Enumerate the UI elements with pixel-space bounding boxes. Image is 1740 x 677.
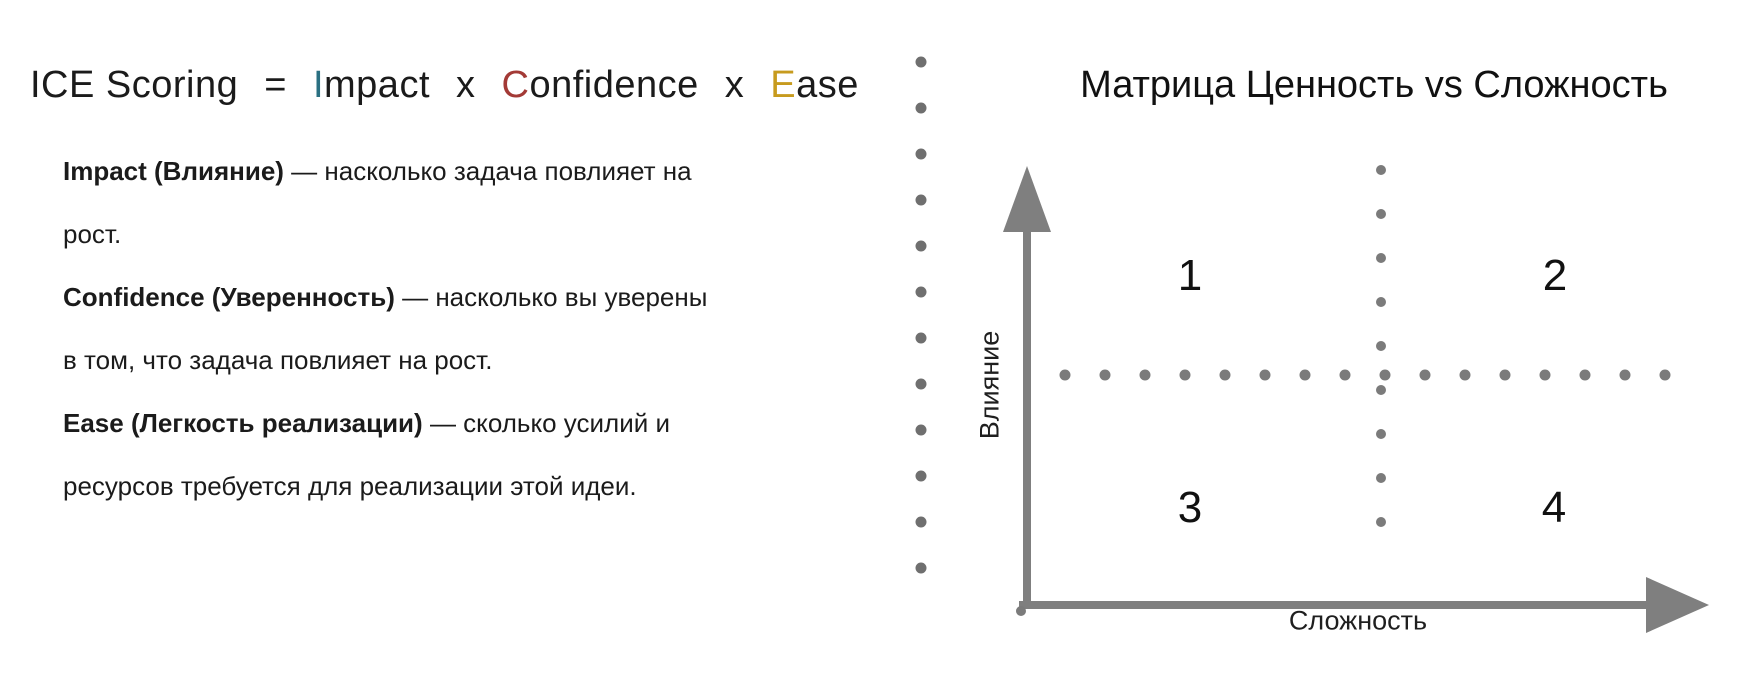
confidence-rest: onfidence [529, 64, 699, 106]
impact-dash: — [291, 156, 318, 186]
formula-impact: Impact [313, 64, 430, 107]
confidence-term: Confidence (Уверенность) [63, 282, 395, 312]
confidence-desc-line2: в том, что задача повлияет на рост. [63, 345, 493, 375]
impact-rest: mpact [324, 64, 430, 106]
confidence-dash: — [402, 282, 429, 312]
quadrant-3-label: 3 [1177, 483, 1203, 532]
ease-desc-line2: ресурсов требуется для реализации этой и… [63, 471, 637, 501]
ease-initial-letter: E [770, 64, 797, 106]
definition-impact-line1: Impact (Влияние) — насколько задача повл… [63, 140, 823, 203]
y-axis-arrowhead-icon [1003, 166, 1051, 232]
definition-ease-line1: Ease (Легкость реализации) — сколько уси… [63, 392, 823, 455]
impact-term: Impact (Влияние) [63, 156, 284, 186]
x-axis-line [1019, 601, 1649, 609]
formula-confidence: Confidence [502, 64, 699, 107]
y-axis-line [1023, 225, 1031, 609]
ease-desc-line1: сколько усилий и [463, 408, 670, 438]
ease-term: Ease (Легкость реализации) [63, 408, 423, 438]
x-axis-label: Сложность [1288, 605, 1428, 636]
ease-dash: — [429, 408, 456, 438]
definition-confidence-line2: в том, что задача повлияет на рост. [63, 329, 823, 392]
impact-initial-letter: I [312, 64, 325, 106]
origin-dot [1016, 606, 1026, 616]
definition-ease-line2: ресурсов требуется для реализации этой и… [63, 455, 823, 518]
impact-desc-line1: насколько задача повлияет на [324, 156, 692, 186]
formula-lhs: ICE Scoring [30, 64, 239, 106]
confidence-desc-line1: насколько вы уверены [435, 282, 708, 312]
impact-desc-line2: рост. [63, 219, 122, 249]
y-axis-label: Влияние [974, 330, 1005, 440]
formula-times-1: x [456, 64, 476, 106]
definitions-block: Impact (Влияние) — насколько задача повл… [63, 140, 823, 518]
ice-scoring-formula: ICE Scoring = Impact x Confidence x Ease [30, 64, 859, 107]
formula-ease: Ease [770, 64, 859, 107]
definition-impact-line2: рост. [63, 203, 823, 266]
quadrant-1-label: 1 [1177, 251, 1203, 300]
formula-times-2: x [724, 64, 745, 106]
confidence-initial-letter: C [501, 64, 530, 106]
quadrant-4-label: 4 [1541, 483, 1567, 532]
x-axis-arrowhead-icon [1646, 577, 1709, 633]
matrix-title: Матрица Ценность vs Сложность [1080, 64, 1668, 106]
formula-equals-sign: = [264, 64, 287, 106]
ease-rest: ase [796, 64, 859, 106]
definition-confidence-line1: Confidence (Уверенность) — насколько вы … [63, 266, 823, 329]
quadrant-2-label: 2 [1542, 251, 1568, 300]
